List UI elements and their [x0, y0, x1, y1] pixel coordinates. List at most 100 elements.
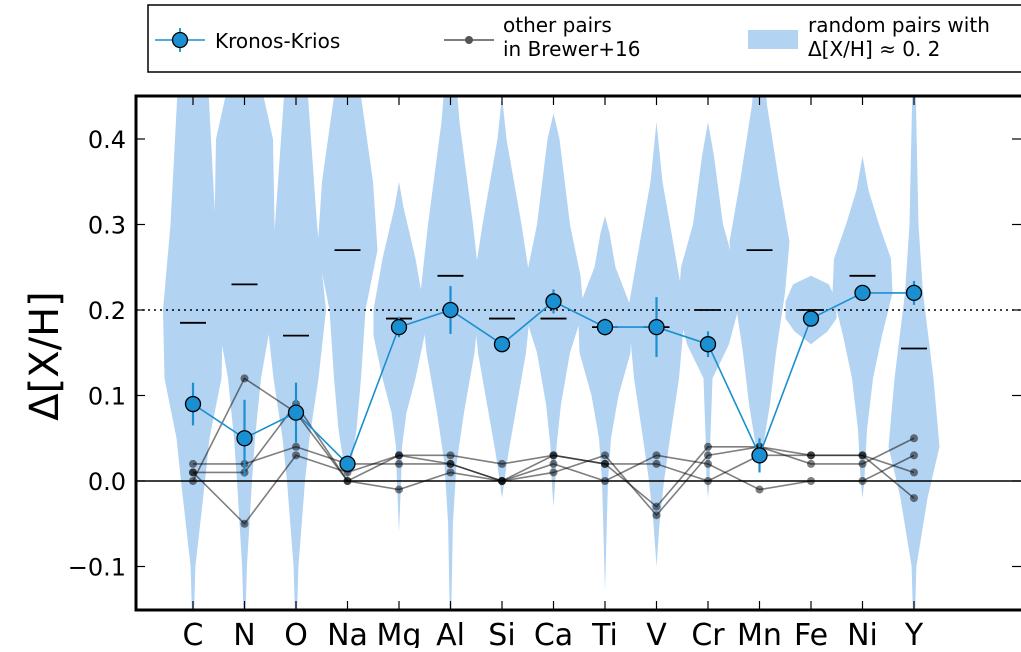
other-pair-point — [395, 459, 403, 468]
legend-random-pairs-label-1: random pairs with — [808, 13, 990, 37]
other-pair-point — [601, 477, 609, 485]
violin-Ti — [578, 215, 632, 593]
x-tick-label-Y: Y — [904, 618, 924, 648]
legend-other-pairs-label-1: other pairs — [503, 13, 612, 37]
violin-Al — [420, 96, 481, 610]
violin-O — [266, 96, 326, 610]
other-pair-point — [395, 485, 403, 494]
violin-C — [163, 96, 223, 610]
other-pair-point — [910, 468, 918, 477]
violin-Na — [317, 96, 378, 481]
kronos-krios-point-Mn — [751, 447, 768, 464]
legend-random-pairs-entry: random pairs with Δ[X/H] ≈ 0. 2 — [748, 13, 990, 61]
x-tick-label-Ni: Ni — [847, 618, 878, 648]
x-tick-label-Al: Al — [436, 618, 465, 648]
other-pair-point — [601, 451, 609, 460]
other-pair-point — [652, 502, 661, 511]
violin-Ni — [832, 156, 893, 499]
violin-Si — [472, 96, 532, 499]
other-pair-point — [807, 451, 815, 460]
violin-Mg — [373, 181, 425, 533]
x-tick-label-Ti: Ti — [591, 618, 618, 648]
other-pair-point — [446, 451, 455, 460]
legend-other-pairs-label-2: in Brewer+16 — [503, 37, 641, 61]
x-tick-label-O: O — [284, 618, 308, 648]
other-pair-point — [343, 477, 352, 485]
other-pair-point — [292, 451, 300, 460]
x-tick-label-Fe: Fe — [794, 618, 828, 648]
y-tick-label: 0.2 — [88, 297, 126, 325]
other-pair-point — [910, 494, 918, 503]
other-pair-point — [858, 459, 867, 468]
y-tick-label: −0.1 — [68, 554, 126, 582]
other-pair-point — [446, 468, 455, 477]
other-pair-point — [652, 459, 661, 468]
kronos-krios-point-N — [236, 430, 253, 447]
kronos-krios-point-V — [648, 318, 665, 336]
other-pair-point — [652, 511, 661, 520]
kronos-krios-point-Si — [493, 336, 511, 353]
x-tick-label-Ca: Ca — [534, 618, 573, 648]
other-pair-point — [549, 451, 558, 460]
legend-other-pairs-marker — [465, 36, 473, 44]
median-layer — [180, 249, 927, 350]
other-pair-point — [601, 459, 609, 468]
other-pair-point — [858, 477, 867, 485]
plot-frame — [134, 94, 1021, 612]
y-tick-label: 0.3 — [88, 212, 126, 240]
violin-N — [214, 96, 275, 610]
y-axis: −0.1 0.0 0.1 0.2 0.3 0.4 — [68, 126, 1021, 582]
x-tick-label-V: V — [646, 618, 667, 648]
kronos-krios-point-Mg — [390, 318, 408, 336]
x-tick-label-Si: Si — [488, 618, 515, 648]
other-pair-point — [704, 442, 712, 451]
other-pair-point — [240, 374, 249, 383]
other-pair-point — [549, 468, 558, 477]
y-tick-label: 0.1 — [88, 383, 126, 411]
legend: Kronos-Krios other pairs in Brewer+16 ra… — [147, 4, 1021, 73]
legend-kronos-label: Kronos-Krios — [215, 29, 340, 53]
kronos-krios-point-Ca — [545, 293, 562, 310]
other-pair-point — [910, 434, 918, 443]
violin-Y — [888, 96, 940, 610]
other-pair-point — [807, 477, 815, 485]
legend-random-pairs-swatch — [748, 30, 798, 49]
other-pair-point — [189, 459, 197, 468]
legend-box — [147, 4, 1021, 73]
plot-area — [136, 96, 1021, 610]
kronos-krios-point-Y — [905, 284, 923, 302]
kronos-krios-point-Ti — [596, 318, 614, 336]
violin-layer — [163, 96, 940, 610]
other-pair-point — [652, 451, 661, 460]
other-pair-point — [498, 477, 506, 485]
x-tick-label-C: C — [183, 618, 204, 648]
x-tick-label-N: N — [233, 618, 255, 648]
other-pair-point — [704, 459, 712, 468]
other-pair-point — [549, 459, 558, 468]
other-pair-point — [292, 442, 300, 451]
other-pair-point — [240, 519, 249, 528]
x-tick-label-Mn: Mn — [737, 618, 782, 648]
x-axis: C N O Na Mg Al Si Ca Ti V Cr Mn Fe Ni Y — [183, 96, 924, 652]
other-pair-point — [189, 477, 197, 485]
other-pair-point — [189, 468, 197, 477]
violin-Mn — [729, 96, 790, 464]
reference-lines — [136, 309, 1021, 482]
kronos-krios-point-Al — [442, 301, 459, 319]
kronos-krios-point-Fe — [802, 310, 820, 327]
y-tick-label: 0.0 — [88, 468, 126, 496]
other-pair-point — [498, 459, 506, 468]
other-pair-point — [858, 451, 867, 460]
x-tick-label-Mg: Mg — [377, 618, 422, 648]
other-pair-point — [807, 459, 815, 468]
kronos-krios-point-Cr — [699, 336, 717, 353]
other-pair-point — [910, 451, 918, 460]
other-pair-point — [446, 459, 455, 468]
x-tick-label-Na: Na — [327, 618, 368, 648]
kronos-krios-point-Na — [339, 455, 356, 473]
other-pair-point — [704, 477, 712, 485]
kronos-krios-layer — [184, 280, 923, 477]
kronos-krios-point-O — [287, 404, 305, 421]
legend-random-pairs-label-2: Δ[X/H] ≈ 0. 2 — [808, 37, 940, 61]
